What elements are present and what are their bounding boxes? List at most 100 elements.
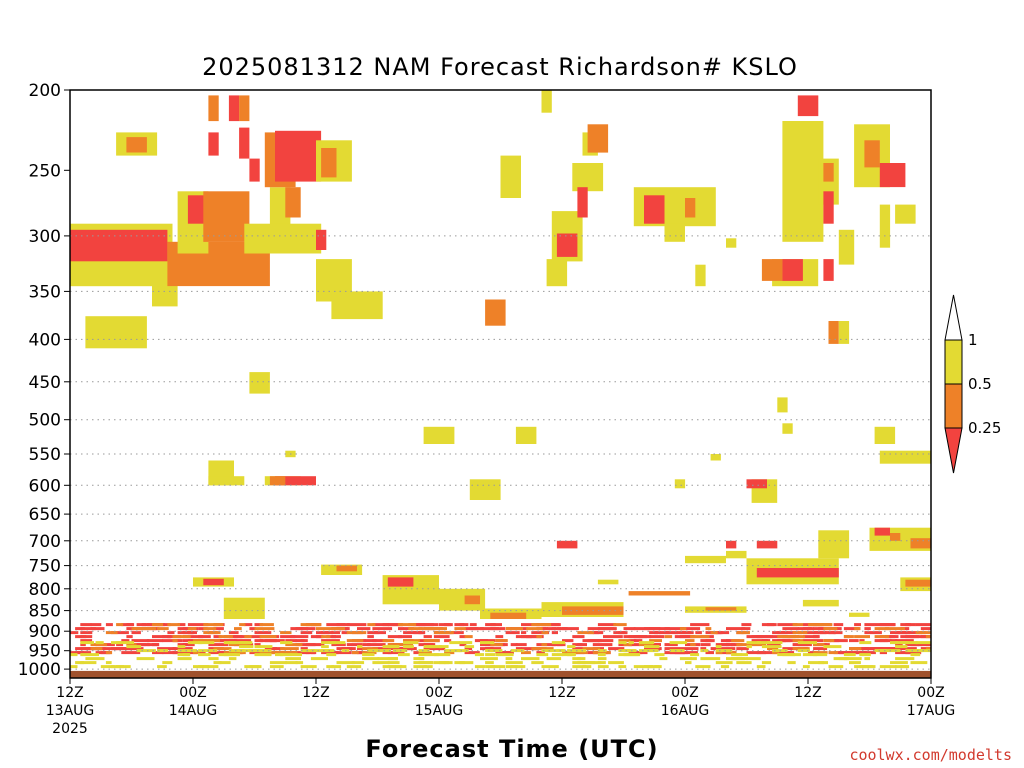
ri-speckle-low xyxy=(372,639,388,643)
y-tick-label-400: 400 xyxy=(29,330,61,350)
ri-speckle-mid xyxy=(116,623,124,627)
ri-speckle-mid xyxy=(331,627,345,631)
ri-speckle-high xyxy=(551,641,566,645)
ri-speckle-low xyxy=(572,647,583,651)
ri-speckle-mid xyxy=(346,631,367,635)
ri-speckle-high xyxy=(756,665,766,669)
ri-speckle-low xyxy=(305,627,316,631)
ri-speckle-high xyxy=(715,645,722,649)
ri-speckle-high xyxy=(700,649,709,653)
ri-speckle-mid xyxy=(316,627,334,631)
ri-speckle-high xyxy=(116,665,124,669)
ri-speckle-low xyxy=(664,647,681,651)
ri-speckle-low xyxy=(562,639,574,643)
ri-speckle-high xyxy=(116,641,135,645)
x-axis-ticks: 12Z 13AUG 2025 00Z 14AUG 12Z 00Z 15AUG 12Z 00Z 16A… xyxy=(46,678,955,737)
ri-speckle-high xyxy=(490,665,505,669)
ri-speckle-low xyxy=(295,639,305,643)
ri-cell-low-73 xyxy=(746,479,767,489)
ri-speckle-high xyxy=(444,649,462,653)
ri-speckle-low xyxy=(234,635,243,639)
ri-cell-low-51 xyxy=(823,191,834,224)
ri-speckle-low xyxy=(403,647,417,651)
ri-cell-low-38 xyxy=(644,195,665,224)
ri-speckle-mid xyxy=(105,651,113,655)
ri-speckle-low xyxy=(521,623,540,627)
x-axis-label: Forecast Time (UTC) xyxy=(365,735,658,763)
ri-speckle-low xyxy=(505,631,520,635)
ri-speckle-high xyxy=(910,661,928,665)
ri-speckle-high xyxy=(223,653,240,657)
ri-speckle-mid xyxy=(823,639,835,643)
ri-speckle-low xyxy=(300,631,313,635)
ri-speckle-low xyxy=(254,639,263,643)
ri-cell-mid-105 xyxy=(628,591,691,596)
ri-speckle-low xyxy=(423,643,434,647)
ri-speckle-high xyxy=(459,641,473,645)
y-tick-label-950: 950 xyxy=(29,642,61,662)
legend-label-0.25: 0.25 xyxy=(968,419,1001,437)
ri-cell-mid-99 xyxy=(464,595,480,605)
ri-speckle-mid xyxy=(239,651,246,655)
ri-speckle-high xyxy=(736,661,752,665)
ri-speckle-mid xyxy=(193,651,200,655)
ri-speckle-mid xyxy=(679,627,687,631)
ri-speckle-low xyxy=(152,635,171,639)
y-tick-label-650: 650 xyxy=(29,505,61,525)
ri-speckle-mid xyxy=(582,647,601,651)
ri-speckle-high xyxy=(377,657,398,661)
ri-speckle-low xyxy=(387,647,407,651)
ri-speckle-low xyxy=(813,635,820,639)
ri-speckle-high xyxy=(239,641,253,645)
ri-speckle-high xyxy=(259,649,272,653)
ri-speckle-mid xyxy=(490,643,503,647)
ri-speckle-low xyxy=(152,643,160,647)
ri-speckle-low xyxy=(515,647,522,651)
ri-speckle-low xyxy=(849,639,859,643)
ri-speckle-low xyxy=(756,635,773,639)
ri-speckle-mid xyxy=(418,651,432,655)
ri-speckle-high xyxy=(413,665,427,669)
ri-speckle-low xyxy=(546,627,556,631)
ri-speckle-high xyxy=(551,653,564,657)
ri-speckle-mid xyxy=(915,631,926,635)
ri-speckle-high xyxy=(80,661,97,665)
ri-speckle-high xyxy=(331,665,342,669)
ri-cell-high-66 xyxy=(423,426,455,444)
ri-speckle-low xyxy=(372,631,386,635)
ri-cell-low-14 xyxy=(239,127,250,159)
ri-speckle-mid xyxy=(618,639,631,643)
ri-speckle-high xyxy=(767,641,783,645)
ri-speckle-high xyxy=(838,657,847,661)
ri-speckle-high xyxy=(623,649,632,653)
ri-speckle-high xyxy=(720,665,730,669)
ri-speckle-low xyxy=(213,635,222,639)
ri-speckle-low xyxy=(802,639,824,643)
ri-speckle-low xyxy=(300,639,308,643)
ri-speckle-mid xyxy=(316,623,322,627)
ri-speckle-low xyxy=(536,651,545,655)
ri-speckle-low xyxy=(895,643,903,647)
richardson-cells xyxy=(70,90,931,669)
ri-speckle-low xyxy=(387,623,403,627)
ri-speckle-mid xyxy=(157,627,169,631)
ri-speckle-low xyxy=(515,643,527,647)
ri-speckle-high xyxy=(787,661,796,665)
ri-speckle-mid xyxy=(572,651,588,655)
ri-speckle-low xyxy=(633,627,651,631)
ri-speckle-high xyxy=(895,657,915,661)
ri-speckle-high xyxy=(136,649,156,653)
ri-speckle-low xyxy=(80,635,93,639)
ri-speckle-low xyxy=(521,631,527,635)
ri-speckle-high xyxy=(802,653,818,657)
y-tick-label-350: 350 xyxy=(29,282,61,302)
ri-speckle-low xyxy=(131,631,141,635)
ri-speckle-low xyxy=(423,635,432,639)
ri-speckle-high xyxy=(310,657,328,661)
ri-speckle-low xyxy=(208,643,229,647)
ri-speckle-high xyxy=(336,661,355,665)
ri-speckle-low xyxy=(813,647,828,651)
ri-speckle-mid xyxy=(690,635,710,639)
ri-speckle-high xyxy=(474,665,486,669)
ri-cell-high-16 xyxy=(269,187,291,234)
